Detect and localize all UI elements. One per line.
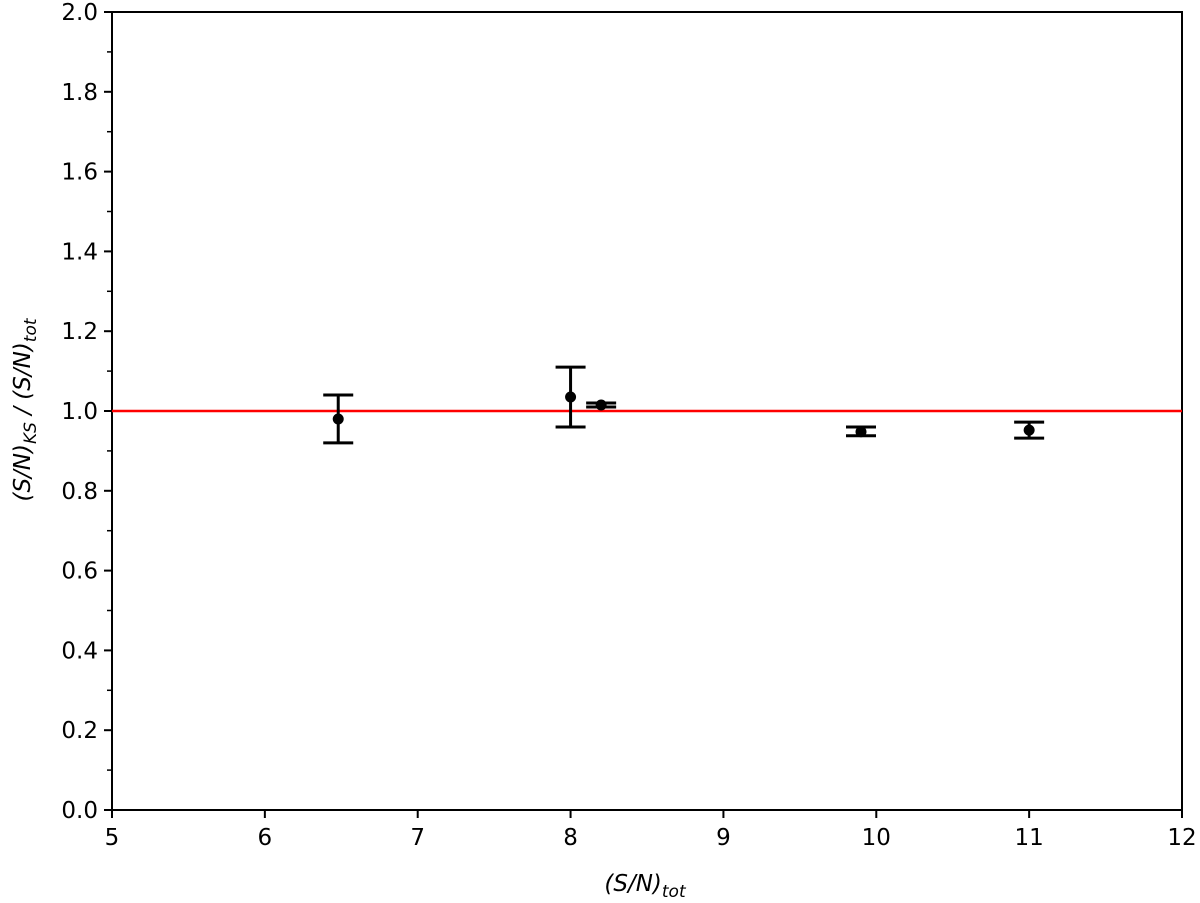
x-tick-label: 11 <box>1015 825 1044 851</box>
data-point <box>855 426 867 438</box>
y-tick-label: 0.0 <box>61 798 98 824</box>
data-point <box>1023 424 1035 436</box>
x-tick-label: 5 <box>105 825 120 851</box>
x-tick-label: 10 <box>862 825 891 851</box>
y-tick-label: 2.0 <box>61 0 98 26</box>
x-tick-label: 8 <box>563 825 578 851</box>
data-point <box>565 391 577 403</box>
y-axis-label: (S/N)KS / (S/N)tot <box>10 317 41 501</box>
data-point <box>332 413 344 425</box>
x-tick-label: 6 <box>258 825 273 851</box>
x-tick-label: 7 <box>410 825 425 851</box>
data-point <box>595 399 607 411</box>
y-tick-label: 1.6 <box>61 160 98 186</box>
y-tick-label: 0.6 <box>61 559 98 585</box>
x-tick-label: 9 <box>716 825 731 851</box>
y-tick-label: 1.2 <box>61 319 98 345</box>
y-tick-label: 0.4 <box>61 638 98 664</box>
y-axis: 0.0 0.2 0.4 0.6 0.8 1.0 1.2 1.4 1.6 1.8 2.0 <box>61 0 112 824</box>
y-tick-label: 0.2 <box>61 718 98 744</box>
y-tick-label: 1.4 <box>61 239 98 265</box>
x-axis: 5 6 7 8 9 10 11 12 <box>105 810 1197 851</box>
plot-area <box>111 11 1183 811</box>
data-points <box>323 365 1045 445</box>
x-axis-label: (S/N)tot <box>604 871 687 902</box>
y-tick-label: 1.8 <box>61 80 98 106</box>
y-tick-label: 0.8 <box>61 479 98 505</box>
x-tick-label: 12 <box>1167 825 1196 851</box>
y-tick-label: 1.0 <box>61 399 98 425</box>
